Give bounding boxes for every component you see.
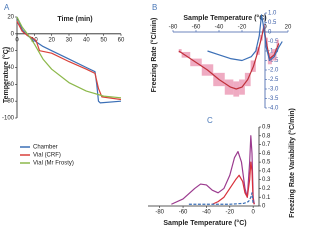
error-band — [178, 49, 182, 53]
x-tick-label: 40 — [83, 37, 90, 43]
x-tick-label: -40 — [202, 210, 211, 216]
y-tick-label: 0.1 — [262, 195, 271, 201]
panel-label: B — [152, 3, 157, 12]
y-tick-label: 0.3 — [262, 177, 271, 183]
series-line — [188, 192, 254, 205]
y-tick-label: 0.5 — [268, 20, 277, 26]
series-line — [178, 25, 280, 90]
x-axis-title: Sample Temperature (°C) — [163, 219, 246, 227]
y-tick-label: -3.0 — [268, 87, 279, 93]
x-tick-label: 50 — [100, 37, 107, 43]
x-tick-label: 0 — [263, 25, 267, 31]
x-tick-label: -20 — [225, 210, 234, 216]
x-tick-label: 0 — [251, 210, 255, 216]
y-axis-title: Freezing Rate (°C/min) — [150, 18, 158, 93]
x-tick-label: 20 — [48, 37, 55, 43]
y-axis-title: Temperature (°C) — [2, 47, 10, 103]
series-line — [171, 135, 255, 205]
legend-label: Chamber — [33, 145, 58, 151]
error-band — [276, 39, 279, 48]
y-tick-label: 0.4 — [262, 168, 271, 174]
legend-label: Vial (Mr Frosty) — [33, 161, 74, 167]
x-tick-label: -80 — [155, 210, 164, 216]
x-axis-title: Sample Temperature (°C) — [183, 14, 266, 22]
y-tick-label: -2.0 — [268, 68, 279, 74]
panel-label: C — [207, 116, 213, 125]
y-tick-label: 0 — [262, 204, 266, 210]
x-tick-label: -40 — [215, 25, 224, 31]
series-line — [16, 16, 122, 104]
y-tick-label: 0.7 — [262, 142, 271, 148]
y-axis-title: Freezing Rate Variability (°C/min) — [288, 108, 296, 218]
y-tick-label: -4.0 — [268, 106, 279, 112]
y-tick-label: -3.5 — [268, 96, 279, 102]
x-tick-label: -60 — [192, 25, 201, 31]
series-line — [207, 14, 283, 62]
y-tick-label: 0.9 — [262, 125, 271, 131]
y-tick-label: 20 — [7, 15, 14, 21]
x-tick-label: -20 — [238, 25, 247, 31]
y-tick-label: -40 — [5, 65, 14, 71]
y-tick-label: 0 — [11, 31, 15, 37]
y-tick-label: -20 — [5, 48, 14, 54]
series-line — [212, 161, 255, 205]
x-tick-label: 20 — [285, 25, 292, 31]
series-line — [16, 20, 122, 101]
y-tick-label: 0.6 — [262, 151, 271, 157]
y-tick-label: 0.5 — [262, 160, 271, 166]
error-band — [181, 51, 191, 58]
x-tick-label: -60 — [179, 210, 188, 216]
x-tick-label: 60 — [118, 37, 125, 43]
y-tick-label: 0 — [268, 30, 272, 36]
y-tick-label: 0.2 — [262, 186, 271, 192]
y-tick-label: -80 — [5, 99, 14, 105]
y-tick-label: -100 — [2, 116, 15, 122]
x-tick-label: 30 — [66, 37, 73, 43]
x-tick-label: -80 — [169, 25, 178, 31]
error-band — [224, 79, 234, 95]
y-tick-label: -2.5 — [268, 77, 279, 83]
y-tick-label: -1.5 — [268, 58, 279, 64]
series-line — [16, 16, 122, 99]
y-tick-label: 0.8 — [262, 133, 271, 139]
x-axis-title: Time (min) — [57, 16, 92, 23]
y-tick-label: 1.0 — [268, 11, 277, 17]
x-tick-label: 0 — [15, 37, 19, 43]
y-tick-label: -0.5 — [268, 39, 279, 45]
legend-label: Vial (CRF) — [33, 153, 61, 159]
y-tick-label: -60 — [5, 82, 14, 88]
panel-label: A — [4, 3, 10, 12]
